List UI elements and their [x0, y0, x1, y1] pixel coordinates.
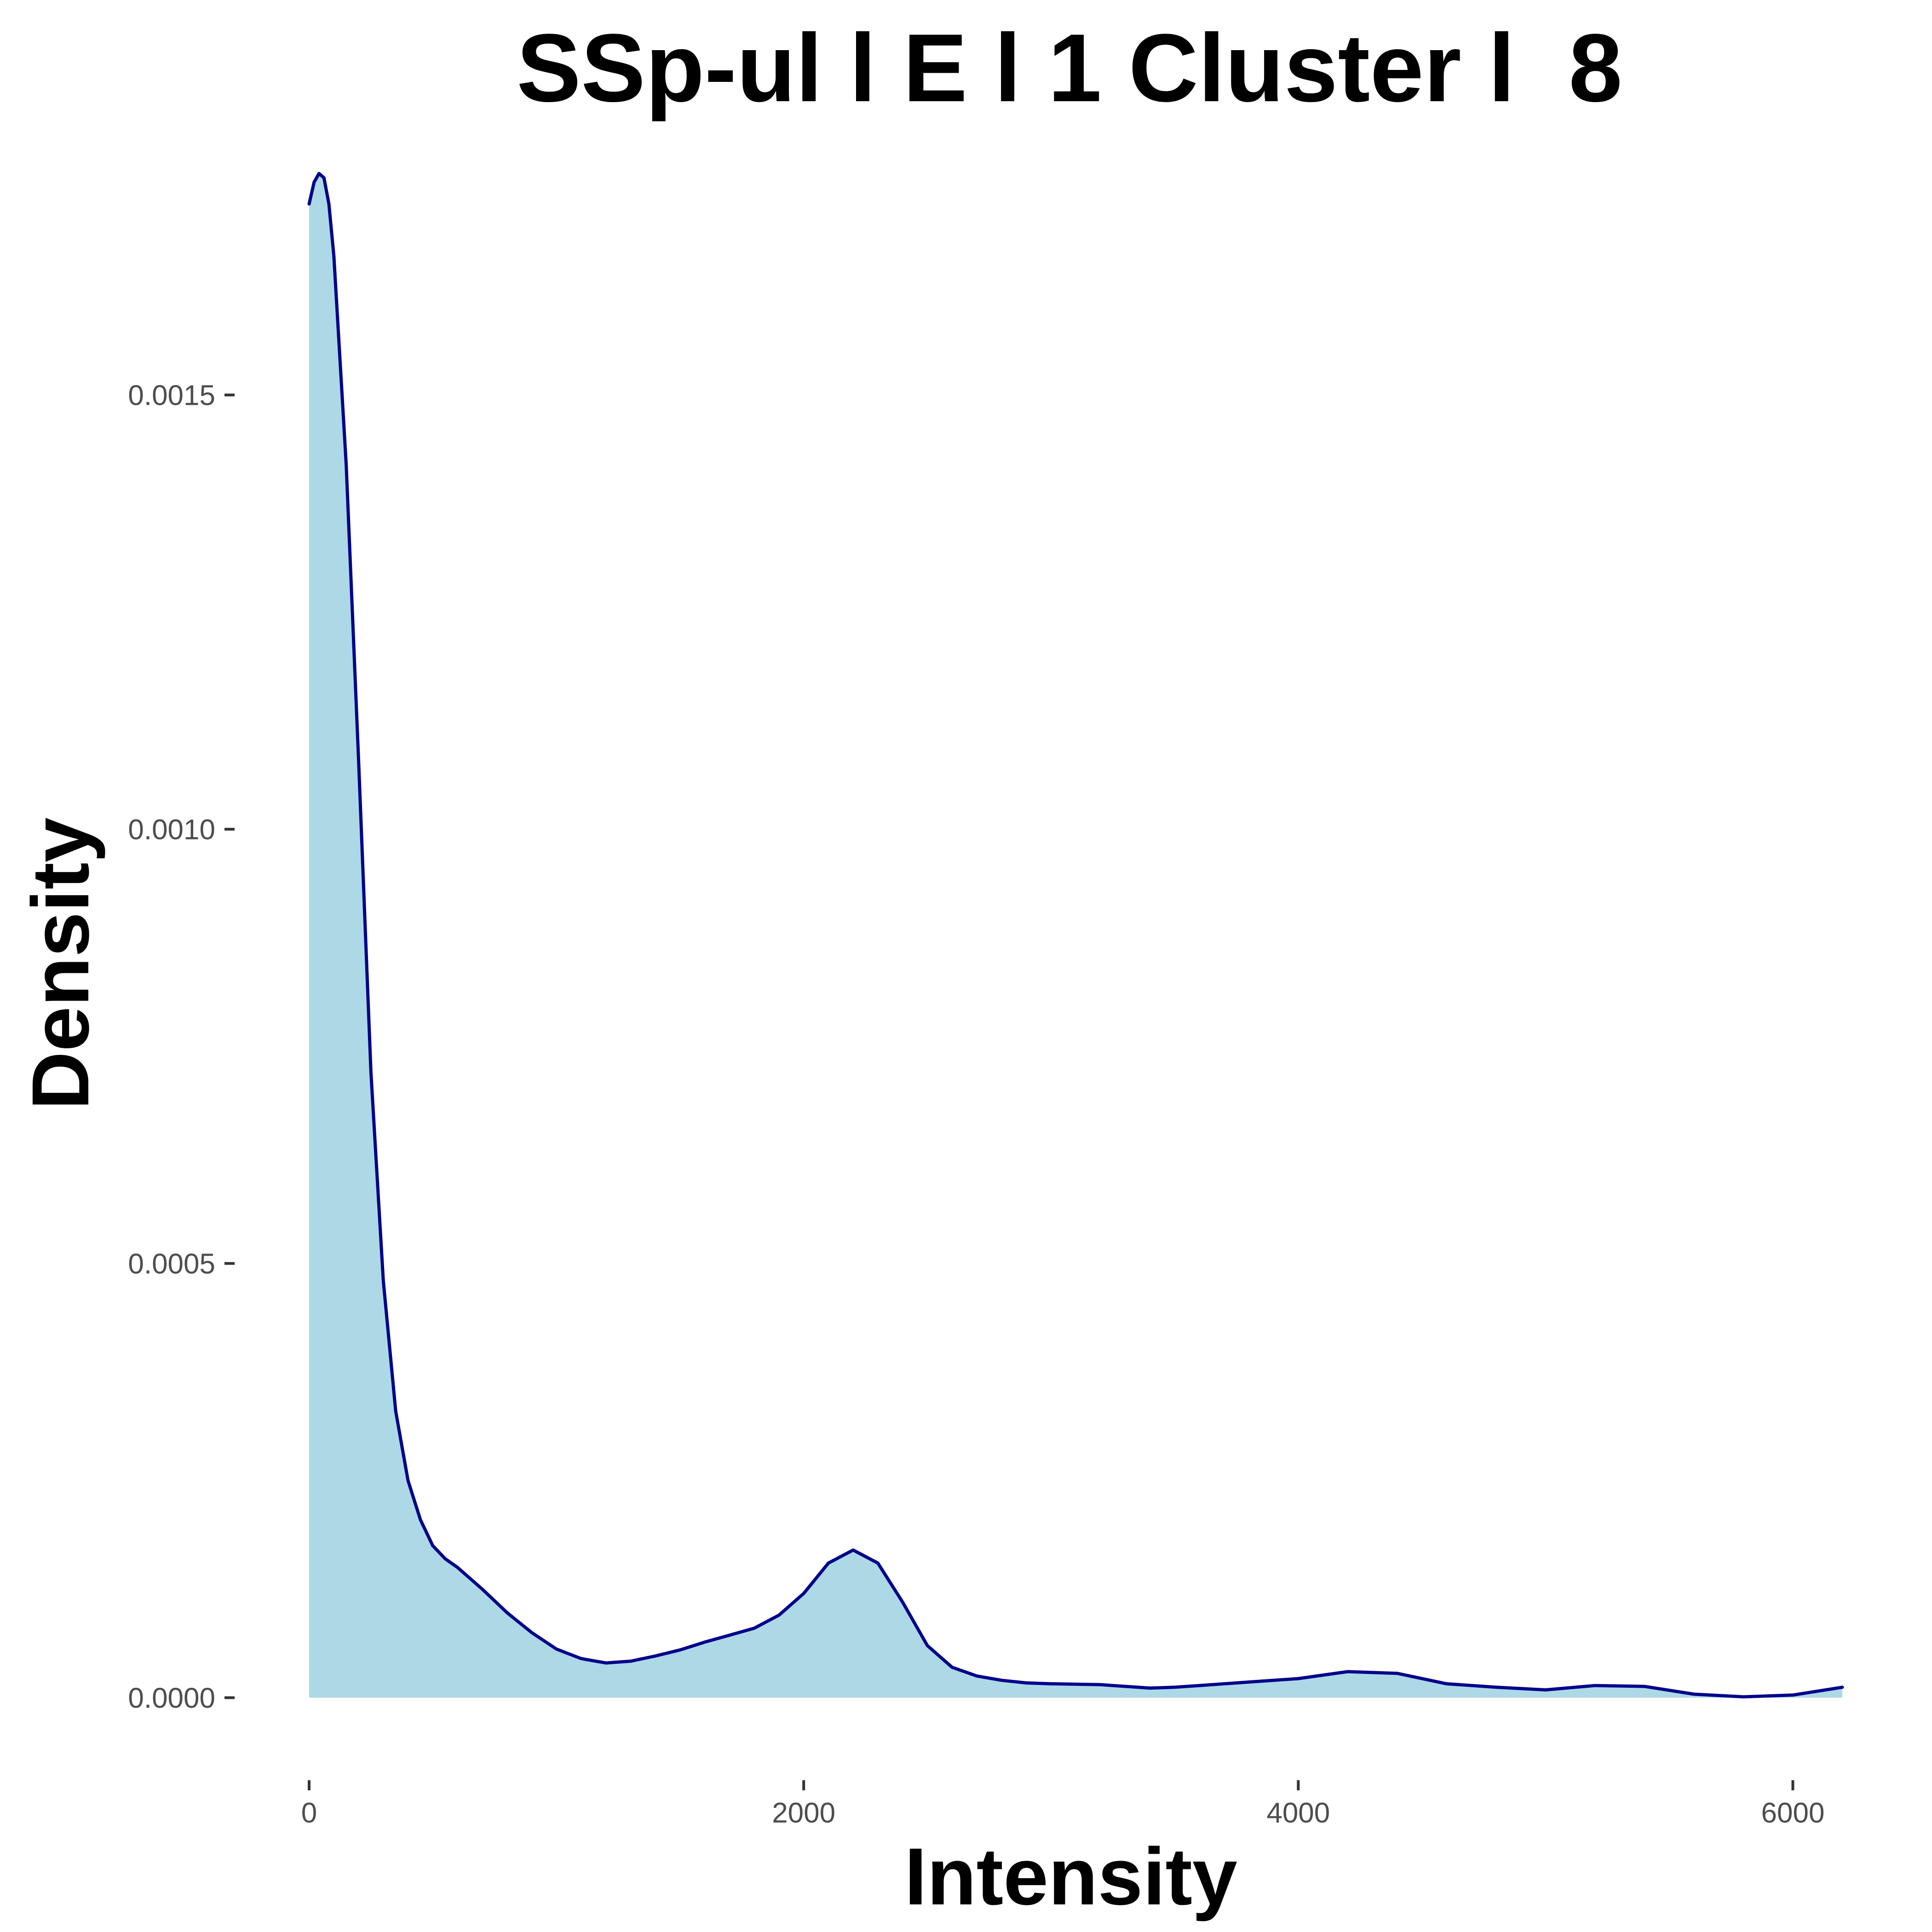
y-tick-label: 0.0000: [128, 1683, 215, 1714]
x-tick-label: 2000: [772, 1797, 835, 1829]
y-axis: 0.0000 0.0005 0.0010 0.0015: [128, 380, 235, 1714]
x-tick-label: 6000: [1761, 1797, 1825, 1829]
x-axis-title: Intensity: [904, 1832, 1237, 1922]
plot-area: [307, 172, 1844, 1699]
y-axis-title: Density: [16, 817, 106, 1110]
y-tick-label: 0.0010: [128, 814, 215, 846]
density-area-fill: [309, 173, 1842, 1698]
x-tick-label: 4000: [1266, 1797, 1330, 1829]
x-axis: 0 2000 4000 6000: [301, 1780, 1825, 1829]
chart-title: SSp-ul l E l 1 Cluster l 8: [517, 14, 1622, 122]
y-tick-label: 0.0015: [128, 380, 215, 412]
density-line: [307, 172, 1844, 1699]
x-tick-label: 0: [301, 1797, 317, 1829]
y-tick-label: 0.0005: [128, 1248, 215, 1280]
